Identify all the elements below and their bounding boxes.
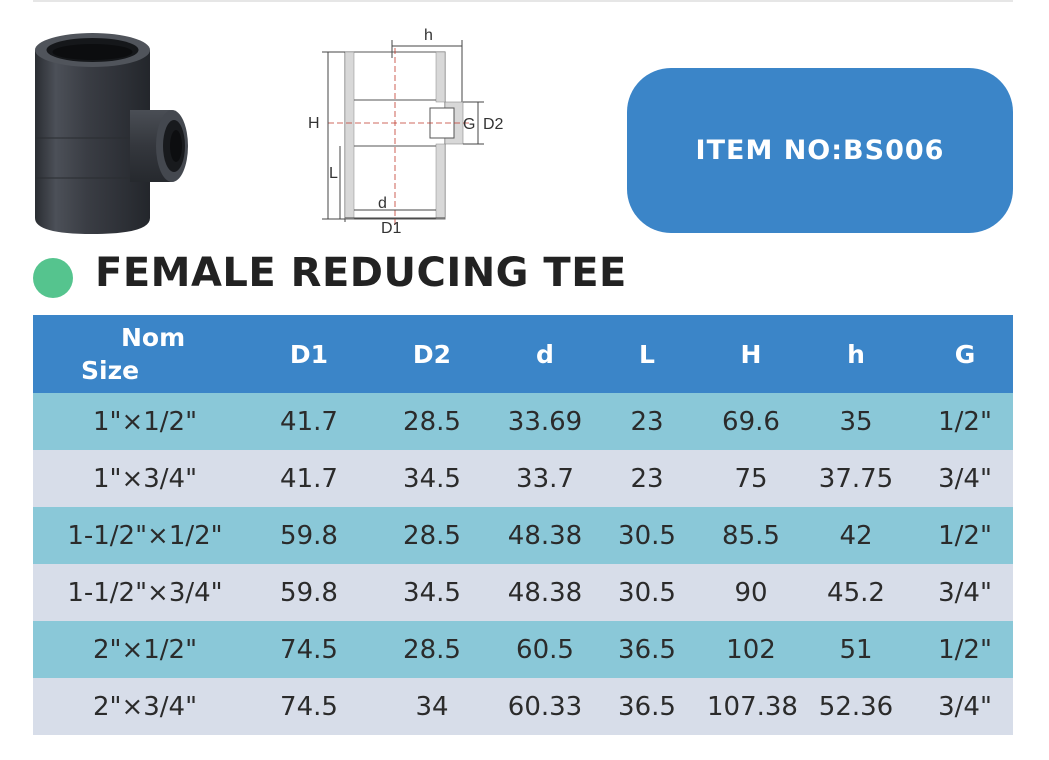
cell-H: 102: [707, 621, 795, 678]
table-row: 1-1/2"×3/4" 59.8 34.5 48.38 30.5 90 45.2…: [33, 564, 1013, 621]
header-d1: D1: [257, 315, 361, 393]
table-row: 1-1/2"×1/2" 59.8 28.5 48.38 30.5 85.5 42…: [33, 507, 1013, 564]
cell-l: 30.5: [587, 507, 707, 564]
cell-d: 60.33: [503, 678, 587, 735]
cell-d: 60.5: [503, 621, 587, 678]
cell-H: 69.6: [707, 393, 795, 450]
header-d2: D2: [361, 315, 503, 393]
cell-g: 1/2": [917, 621, 1013, 678]
cell-h: 51: [795, 621, 917, 678]
cell-d1: 59.8: [257, 507, 361, 564]
cell-H: 107.38: [707, 678, 798, 735]
cell-l: 36.5: [587, 621, 707, 678]
cell-g: 3/4": [917, 564, 1013, 621]
cell-l: 30.5: [587, 564, 707, 621]
cell-d1: 41.7: [257, 393, 361, 450]
dim-label-G: G: [463, 116, 475, 133]
cell-d: 48.38: [503, 564, 587, 621]
table-row: 2"×1/2" 74.5 28.5 60.5 36.5 102 51 1/2": [33, 621, 1013, 678]
header-d: d: [503, 315, 587, 393]
cell-d: 33.69: [503, 393, 587, 450]
table-row: 2"×3/4" 74.5 34 60.33 36.5 107.38 52.36 …: [33, 678, 1013, 735]
cell-g: 3/4": [917, 678, 1013, 735]
header-l: L: [587, 315, 707, 393]
cell-d: 33.7: [503, 450, 587, 507]
header-h: h: [795, 315, 917, 393]
cell-d2: 34.5: [361, 564, 503, 621]
cell-d2: 28.5: [361, 393, 503, 450]
header-nom-line1: Nom: [121, 323, 186, 352]
table-row: 1"×3/4" 41.7 34.5 33.7 23 75 37.75 3/4": [33, 450, 1013, 507]
dim-label-h: h: [424, 27, 433, 44]
cell-l: 23: [587, 450, 707, 507]
item-number-text: ITEM NO:BS006: [695, 135, 945, 166]
header-nom-size: Nom Size: [33, 315, 257, 393]
cell-l: 23: [587, 393, 707, 450]
dim-label-H: H: [308, 115, 320, 132]
cell-d1: 59.8: [257, 564, 361, 621]
dim-label-L: L: [329, 165, 338, 182]
cell-size: 2"×3/4": [33, 678, 257, 735]
spec-table: Nom Size D1 D2 d L H h G 1"×1/2" 41.7 28…: [33, 315, 1013, 735]
header-nom-line2: Size: [81, 356, 140, 385]
dim-label-D2: D2: [483, 116, 504, 133]
cell-d1: 41.7: [257, 450, 361, 507]
cell-g: 1/2": [917, 507, 1013, 564]
dimension-diagram: h H L G D2 d D1: [308, 27, 504, 237]
product-photo: [35, 33, 188, 234]
header-g: G: [917, 315, 1013, 393]
table-header-row: Nom Size D1 D2 d L H h G: [33, 315, 1013, 393]
cell-size: 2"×1/2": [33, 621, 257, 678]
cell-d1: 74.5: [257, 621, 361, 678]
cell-size: 1"×1/2": [33, 393, 257, 450]
cell-g: 3/4": [917, 450, 1013, 507]
title-bullet-dot: [33, 258, 73, 298]
cell-H: 75: [707, 450, 795, 507]
cell-d2: 34.5: [361, 450, 503, 507]
dim-label-d: d: [378, 195, 387, 212]
cell-h: 35: [795, 393, 917, 450]
cell-d2: 28.5: [361, 507, 503, 564]
cell-h: 45.2: [795, 564, 917, 621]
cell-H: 85.5: [707, 507, 795, 564]
cell-d: 48.38: [503, 507, 587, 564]
cell-size: 1"×3/4": [33, 450, 257, 507]
cell-d2: 28.5: [361, 621, 503, 678]
cell-d1: 74.5: [257, 678, 361, 735]
cell-size: 1-1/2"×1/2": [33, 507, 257, 564]
dim-label-D1: D1: [381, 220, 402, 237]
cell-H: 90: [707, 564, 795, 621]
cell-l: 36.5: [587, 678, 707, 735]
header-H: H: [707, 315, 795, 393]
cell-size: 1-1/2"×3/4": [33, 564, 257, 621]
table-row: 1"×1/2" 41.7 28.5 33.69 23 69.6 35 1/2": [33, 393, 1013, 450]
cell-d2: 34: [361, 678, 503, 735]
cell-h: 52.36: [795, 678, 917, 735]
cell-h: 37.75: [795, 450, 917, 507]
item-number-badge: ITEM NO:BS006: [627, 68, 1013, 233]
cell-h: 42: [795, 507, 917, 564]
cell-g: 1/2": [917, 393, 1013, 450]
top-divider: [33, 0, 1013, 2]
page-title: FEMALE REDUCING TEE: [95, 250, 627, 296]
